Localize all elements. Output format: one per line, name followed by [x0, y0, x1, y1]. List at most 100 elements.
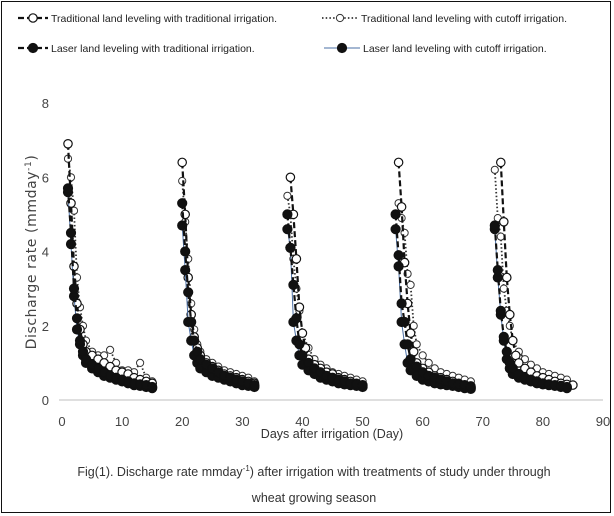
series-layer [62, 139, 578, 394]
x-tick-labels: 0 10 20 30 40 50 60 70 80 90 [58, 414, 610, 429]
data-point [65, 227, 77, 238]
data-point [496, 232, 505, 241]
data-point [406, 280, 415, 289]
data-point [297, 350, 308, 361]
x-axis-label: Days after irrigation (Day) [261, 427, 403, 441]
data-point [499, 284, 508, 293]
caption-part-a: Fig(1). Discharge rate mmday [77, 465, 243, 479]
data-point [501, 272, 512, 283]
data-point [393, 157, 404, 168]
x-tick-label: 10 [115, 414, 129, 429]
data-point [492, 265, 503, 276]
data-point [495, 157, 506, 168]
data-point [465, 381, 476, 393]
data-point [180, 265, 191, 276]
series-1 [63, 139, 578, 391]
data-point [390, 209, 401, 220]
legend-entry: Laser land leveling with cutoff irrigati… [324, 42, 547, 55]
data-point [285, 172, 296, 183]
data-point [136, 358, 145, 367]
data-point [501, 346, 512, 357]
data-point [396, 202, 407, 212]
data-point [498, 217, 509, 227]
legend-label: Traditional land leveling with cutoff ir… [361, 13, 567, 25]
legend-label: Laser land leveling with traditional irr… [51, 43, 255, 55]
data-point [177, 198, 188, 209]
series-line [397, 203, 472, 383]
x-tick-label: 60 [415, 414, 429, 429]
data-point [282, 209, 293, 220]
y-tick-label: 0 [42, 393, 49, 408]
y-axis-label-main: Discharge rate (mmday [24, 171, 40, 350]
caption-sup: -1 [243, 464, 251, 473]
data-point [249, 380, 260, 391]
caption-line-2: wheat growing season [251, 491, 376, 505]
y-axis-label: Discharge rate (mmday-1) [24, 155, 40, 350]
legend-label: Laser land leveling with cutoff irrigati… [363, 43, 547, 55]
data-point [561, 381, 573, 393]
data-point [402, 339, 413, 350]
data-point [498, 331, 509, 342]
legend-entry: Laser land leveling with traditional irr… [18, 42, 255, 55]
legend: Traditional land leveling with tradition… [18, 13, 567, 55]
x-tick-label: 0 [58, 414, 65, 429]
data-point [291, 254, 302, 264]
legend-entry: Traditional land leveling with cutoff ir… [322, 13, 567, 25]
data-point [507, 335, 518, 346]
caption-line-1: Fig(1). Discharge rate mmday-1) after ir… [77, 464, 550, 479]
x-tick-label: 80 [536, 414, 550, 429]
data-point [489, 220, 500, 231]
data-point [177, 157, 187, 168]
data-point [63, 139, 73, 149]
legend-label: Traditional land leveling with tradition… [51, 13, 277, 25]
legend-marker [336, 42, 348, 54]
data-point [396, 298, 407, 309]
data-point [393, 250, 404, 261]
data-point [62, 183, 74, 194]
data-point [186, 316, 197, 328]
data-point [183, 287, 194, 298]
y-tick-label: 6 [42, 170, 49, 185]
data-point [405, 354, 416, 365]
legend-entry: Traditional land leveling with tradition… [18, 13, 277, 25]
legend-marker [335, 13, 345, 23]
data-point [399, 316, 410, 328]
legend-marker [28, 13, 38, 23]
data-point [285, 242, 296, 253]
data-point [68, 283, 80, 294]
data-point [177, 220, 188, 231]
data-point [106, 345, 115, 354]
y-tick-label: 8 [42, 96, 49, 111]
data-point [418, 351, 427, 360]
x-tick-label: 70 [476, 414, 490, 429]
data-point [283, 191, 292, 200]
y-axis-label-close: ) [24, 155, 40, 161]
data-point [189, 335, 200, 346]
data-point [504, 309, 515, 320]
y-axis-label-sup: -1 [24, 161, 34, 171]
series-3 [62, 183, 573, 393]
y-tick-label: 4 [42, 245, 49, 260]
data-point [291, 313, 302, 324]
x-tick-label: 90 [596, 414, 610, 429]
data-point [74, 335, 86, 346]
data-point [424, 358, 433, 367]
x-tick-label: 40 [295, 414, 309, 429]
y-tick-label: 2 [42, 319, 49, 334]
data-point [71, 313, 83, 324]
data-point [405, 328, 416, 338]
data-point [147, 381, 158, 393]
data-point [357, 380, 368, 391]
data-point [490, 165, 499, 174]
y-tick-labels: 0 2 4 6 8 [42, 96, 49, 408]
legend-marker [27, 42, 39, 54]
data-point [412, 340, 421, 349]
data-point [495, 305, 506, 316]
data-point [288, 279, 299, 290]
data-point [294, 339, 305, 350]
x-tick-label: 20 [175, 414, 189, 429]
caption-part-b: ) after irrigation with treatments of st… [250, 465, 551, 479]
x-tick-label: 30 [235, 414, 249, 429]
